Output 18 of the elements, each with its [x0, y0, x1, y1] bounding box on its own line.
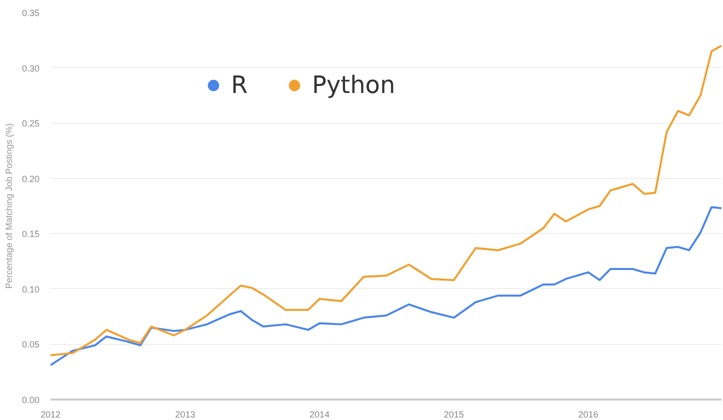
y-tick-label: 0.05 [22, 340, 40, 350]
x-tick-label: 2013 [175, 410, 196, 420]
y-tick-label: 0.00 [22, 395, 40, 405]
x-tick-label: 2015 [444, 410, 464, 420]
line-series [50, 44, 722, 356]
y-tick-label: 0.25 [22, 118, 40, 129]
y-tick-label: 0.15 [22, 229, 40, 240]
legend-label: R [231, 71, 249, 99]
line-series [50, 206, 722, 366]
y-tick-label: 0.30 [22, 63, 40, 74]
x-tick-label: 2014 [310, 410, 330, 420]
y-tick-label: 0.10 [22, 284, 40, 294]
y-axis-title: Percentage of Matching Job Postings (%) [4, 123, 14, 289]
x-tick-label: 2016 [578, 410, 598, 420]
y-tick-label: 0.35 [22, 8, 40, 18]
legend-label: Python [312, 71, 396, 99]
y-tick-label: 0.20 [22, 174, 40, 184]
x-tick-label: 2012 [40, 410, 61, 420]
